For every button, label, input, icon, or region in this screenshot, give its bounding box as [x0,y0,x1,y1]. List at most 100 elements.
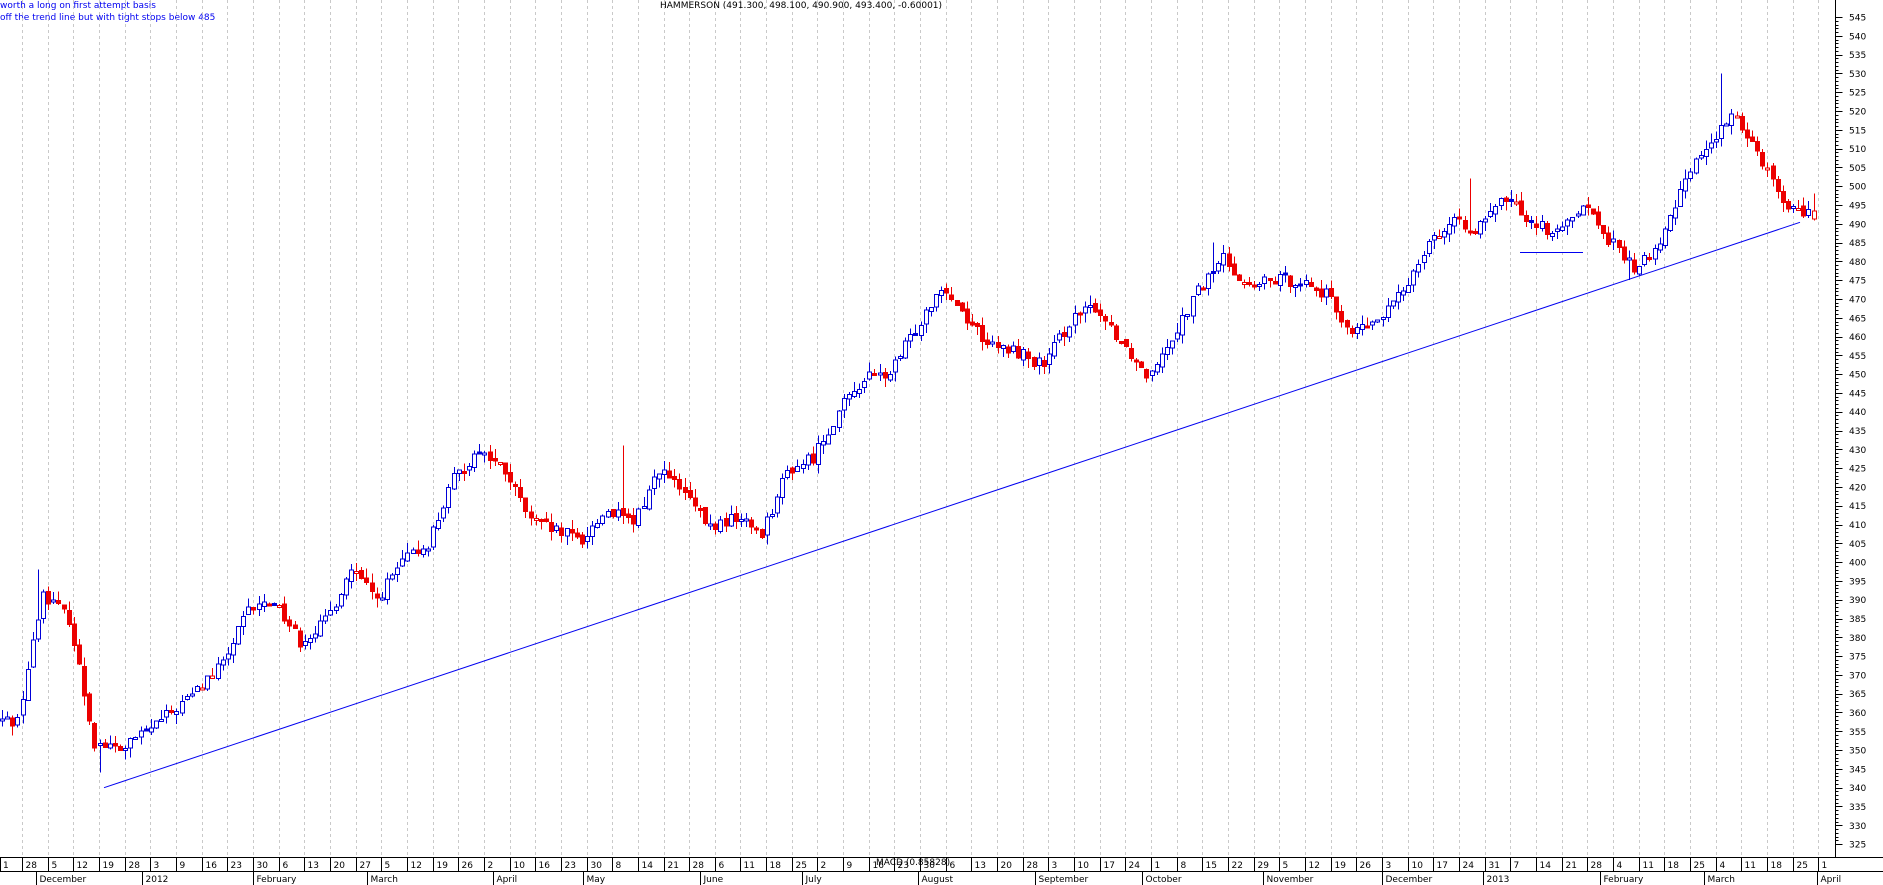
svg-text:355: 355 [1849,728,1866,738]
svg-text:June: June [703,875,724,885]
candles-layer [0,73,1817,773]
svg-text:8: 8 [616,861,622,871]
svg-text:13: 13 [975,861,986,871]
svg-text:390: 390 [1849,596,1866,606]
svg-text:7: 7 [1514,861,1520,871]
svg-text:5: 5 [385,861,391,871]
svg-text:23: 23 [565,861,576,871]
svg-text:28: 28 [1027,861,1039,871]
svg-text:450: 450 [1849,371,1866,381]
svg-text:27: 27 [360,861,371,871]
svg-text:11: 11 [1643,861,1654,871]
svg-text:28: 28 [129,861,141,871]
svg-text:13: 13 [308,861,319,871]
svg-text:2013: 2013 [1487,875,1510,885]
date-axis: 1 28 5 12 19 28 3 9 16 23 30 6 13 20 27 5 12 19 26 2 10 16 23 3… [0,857,1883,885]
svg-text:1: 1 [1155,861,1161,871]
svg-text:6: 6 [950,861,956,871]
svg-text:2012: 2012 [146,875,169,885]
svg-text:8: 8 [1181,861,1187,871]
svg-text:September: September [1039,875,1089,885]
svg-text:18: 18 [1668,861,1680,871]
svg-text:10: 10 [1412,861,1424,871]
svg-text:May: May [587,875,606,885]
svg-text:500: 500 [1849,183,1866,193]
svg-text:11: 11 [744,861,755,871]
svg-text:18: 18 [770,861,782,871]
svg-text:30: 30 [924,861,936,871]
svg-text:6: 6 [719,861,725,871]
svg-text:535: 535 [1849,51,1866,61]
svg-text:335: 335 [1849,803,1866,813]
svg-text:430: 430 [1849,446,1866,456]
svg-text:20: 20 [334,861,346,871]
svg-text:510: 510 [1849,145,1866,155]
svg-text:28: 28 [26,861,38,871]
svg-text:March: March [1708,875,1735,885]
svg-text:August: August [922,875,954,885]
svg-text:405: 405 [1849,540,1866,550]
svg-text:350: 350 [1849,747,1866,757]
svg-text:345: 345 [1849,765,1866,775]
svg-text:23: 23 [898,861,909,871]
svg-text:540: 540 [1849,32,1866,42]
svg-text:415: 415 [1849,502,1866,512]
svg-text:435: 435 [1849,427,1866,437]
svg-text:2: 2 [821,861,827,871]
svg-text:24: 24 [1463,861,1475,871]
svg-text:410: 410 [1849,521,1866,531]
svg-text:525: 525 [1849,89,1866,99]
annotation-line-2: off the trend line but with tight stops … [0,13,216,23]
svg-text:10: 10 [514,861,526,871]
svg-text:325: 325 [1849,841,1866,851]
svg-text:475: 475 [1849,277,1866,287]
svg-text:November: November [1267,875,1314,885]
svg-text:12: 12 [411,861,422,871]
svg-text:21: 21 [668,861,679,871]
svg-text:6: 6 [283,861,289,871]
svg-text:20: 20 [1001,861,1013,871]
svg-text:1: 1 [1822,861,1828,871]
svg-text:9: 9 [180,861,186,871]
svg-text:February: February [1604,875,1645,885]
svg-text:14: 14 [642,861,654,871]
svg-text:31: 31 [1489,861,1500,871]
svg-text:March: March [371,875,398,885]
svg-text:3: 3 [154,861,160,871]
svg-text:445: 445 [1849,389,1866,399]
svg-text:365: 365 [1849,690,1866,700]
svg-text:14: 14 [1540,861,1552,871]
svg-text:505: 505 [1849,164,1866,174]
svg-text:4: 4 [1617,861,1623,871]
svg-text:11: 11 [1745,861,1756,871]
svg-text:5: 5 [1283,861,1289,871]
svg-text:400: 400 [1849,559,1866,569]
svg-text:12: 12 [1309,861,1320,871]
annotation-line-1: worth a long on first attempt basis [0,1,156,11]
svg-text:470: 470 [1849,295,1866,305]
svg-text:385: 385 [1849,615,1866,625]
svg-text:April: April [497,875,518,885]
svg-text:25: 25 [1694,861,1705,871]
svg-text:360: 360 [1849,709,1866,719]
svg-text:1: 1 [3,861,9,871]
svg-text:455: 455 [1849,352,1866,362]
svg-text:485: 485 [1849,239,1866,249]
svg-text:10: 10 [1078,861,1090,871]
svg-text:30: 30 [591,861,603,871]
svg-text:22: 22 [1232,861,1243,871]
svg-text:3: 3 [1052,861,1058,871]
svg-text:370: 370 [1849,671,1866,681]
svg-text:530: 530 [1849,70,1866,80]
svg-text:465: 465 [1849,314,1866,324]
svg-text:17: 17 [1104,861,1115,871]
svg-text:16: 16 [873,861,885,871]
price-axis: 325 330 335 340 345 350 355 360 365 370 375 380 385 3… [1835,0,1883,885]
svg-text:520: 520 [1849,107,1866,117]
svg-text:4: 4 [1720,861,1726,871]
svg-text:16: 16 [539,861,551,871]
svg-text:380: 380 [1849,634,1866,644]
svg-text:12: 12 [77,861,88,871]
svg-text:30: 30 [257,861,269,871]
